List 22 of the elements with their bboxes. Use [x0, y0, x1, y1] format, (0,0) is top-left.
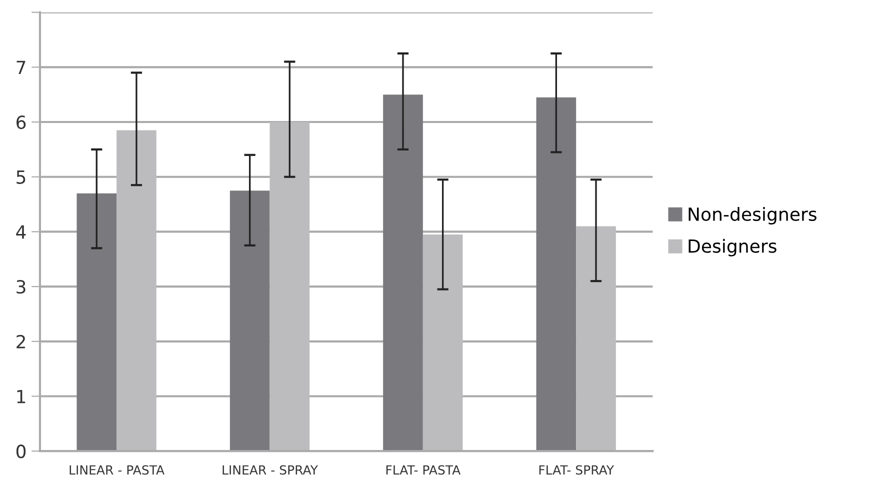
bar — [76, 193, 117, 452]
legend-label: Non-designers — [688, 207, 816, 224]
bar — [536, 97, 576, 452]
y-tick-label: 5 — [16, 170, 26, 184]
legend-label: Designers — [688, 238, 776, 256]
y-tick-label: 7 — [16, 60, 26, 74]
bar — [576, 226, 616, 452]
y-tick-label: 0 — [16, 444, 26, 458]
bar — [422, 234, 463, 452]
x-tick-label: LINEAR - PASTA — [70, 465, 164, 475]
y-tick-label: 3 — [16, 280, 26, 294]
y-tick-label: 6 — [16, 115, 26, 130]
x-tick-label: FLAT- SPRAY — [539, 465, 614, 475]
y-tick-label: 1 — [17, 390, 26, 404]
x-tick-label: LINEAR - SPRAY — [222, 465, 318, 475]
bar — [270, 122, 310, 452]
x-tick-label: FLAT- PASTA — [386, 465, 461, 475]
y-tick-label: 4 — [16, 225, 26, 239]
bar — [116, 130, 156, 452]
bar — [383, 94, 423, 452]
bar — [230, 190, 270, 452]
y-tick-label: 2 — [16, 334, 25, 348]
